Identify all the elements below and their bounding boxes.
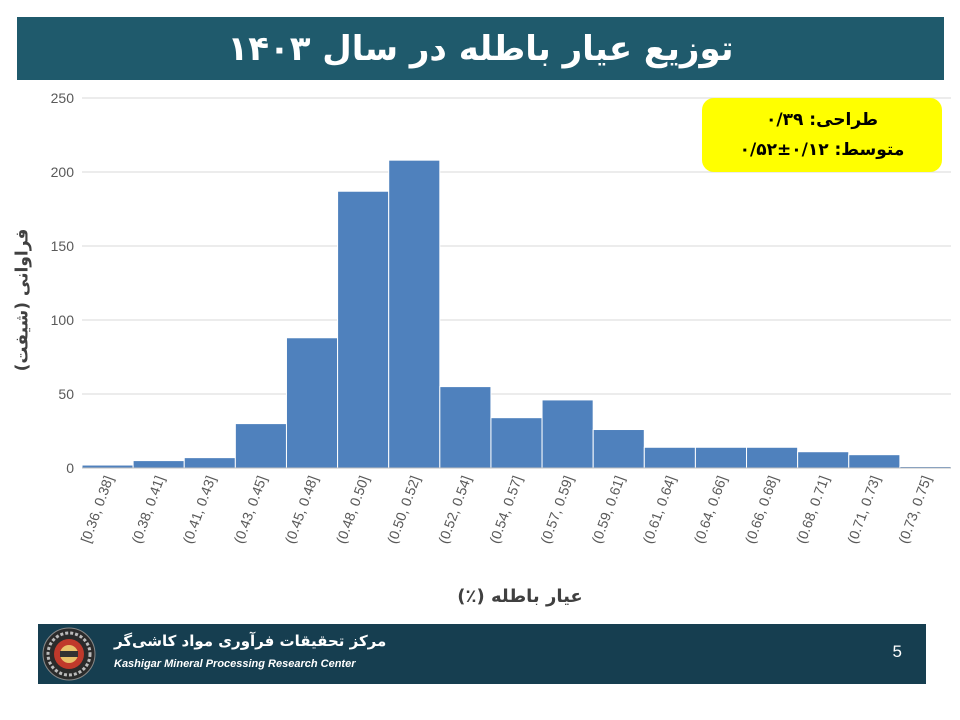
x-tick-label: (0.61, 0.64] — [639, 474, 678, 546]
org-name-en: Kashigar Mineral Processing Research Cen… — [114, 658, 356, 670]
y-tick-label: 0 — [66, 460, 74, 476]
design-grade-text: طراحی: ۰/۳۹ — [766, 110, 878, 130]
x-tick-label: (0.45, 0.48] — [282, 474, 321, 546]
y-tick-label: 250 — [51, 90, 75, 106]
x-tick-label: (0.64, 0.66] — [691, 474, 730, 546]
y-axis-title-text: فراوانی (شیفت) — [12, 228, 33, 372]
histogram-bar — [132, 460, 185, 469]
x-tick-label: (0.73, 0.75] — [895, 474, 934, 546]
x-tick-label: (0.50, 0.52] — [384, 474, 423, 546]
histogram-bar — [490, 417, 543, 469]
histogram-bar — [337, 190, 390, 469]
x-tick-label: (0.68, 0.71] — [793, 474, 832, 546]
x-tick-label: (0.43, 0.45] — [230, 474, 269, 546]
y-tick-label: 100 — [51, 312, 75, 328]
y-tick-label: 200 — [51, 164, 75, 180]
y-tick-label: 150 — [51, 238, 75, 254]
org-name-fa: مرکز تحقیقات فرآوری مواد کاشی‌گر — [114, 632, 387, 650]
histogram-bar — [388, 159, 441, 469]
histogram-bar — [285, 337, 339, 469]
histogram-bar — [234, 423, 287, 469]
page-number: 5 — [892, 642, 902, 661]
histogram-bar — [439, 386, 492, 469]
x-tick-label: (0.59, 0.61] — [588, 474, 627, 546]
x-tick-label: (0.57, 0.59] — [537, 474, 576, 546]
histogram-bar — [541, 399, 594, 469]
x-tick-label: (0.41, 0.43] — [179, 474, 218, 546]
histogram-bar — [694, 446, 748, 469]
histogram-bar — [592, 429, 645, 469]
footer-bar: مرکز تحقیقات فرآوری مواد کاشی‌گر Kashiga… — [38, 624, 926, 684]
histogram-chart: 0 50 100 150 200 250 [0.36, 0.38] (0.38, 0.41] (… — [51, 90, 952, 546]
histogram-bar — [643, 446, 696, 469]
slide-title: توزیع عیار باطله در سال ۱۴۰۳ — [17, 17, 944, 80]
x-tick-label: (0.66, 0.68] — [742, 474, 781, 546]
x-tick-label: (0.38, 0.41] — [128, 474, 167, 546]
org-logo-icon — [42, 627, 96, 681]
x-tick-label: (0.54, 0.57] — [486, 474, 525, 546]
x-tick-label: (0.71, 0.73] — [844, 474, 883, 546]
histogram-bar — [797, 451, 850, 469]
stats-box: طراحی: ۰/۳۹ متوسط: ۰/۱۲±۰/۵۲ — [702, 98, 942, 172]
x-tick-label: (0.48, 0.50] — [333, 474, 372, 546]
y-tick-label: 50 — [58, 386, 74, 402]
mean-grade-text: متوسط: ۰/۱۲±۰/۵۲ — [739, 140, 905, 160]
slide-title-text: توزیع عیار باطله در سال ۱۴۰۳ — [227, 28, 734, 69]
histogram-bar — [848, 454, 901, 469]
y-axis-title: فراوانی (شیفت) — [2, 190, 42, 410]
x-tick-label: [0.36, 0.38] — [77, 474, 116, 545]
histogram-bar — [183, 457, 236, 469]
histogram-bar — [746, 446, 799, 469]
x-tick-label: (0.52, 0.54] — [435, 474, 474, 546]
x-axis-title: عیار باطله (٪) — [457, 586, 583, 607]
